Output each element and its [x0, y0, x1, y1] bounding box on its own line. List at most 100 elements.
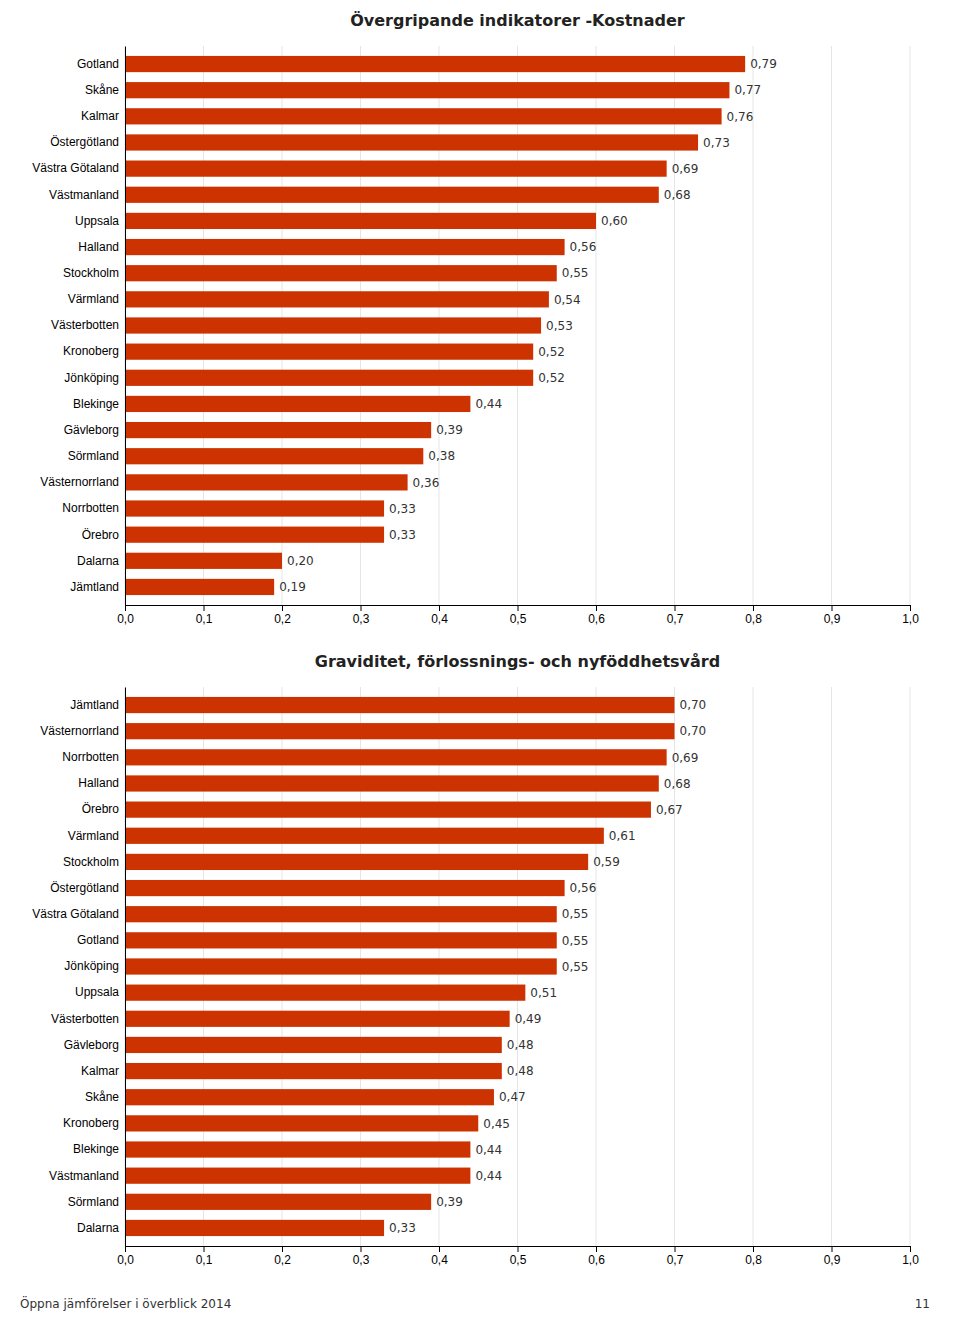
tick: 0,8 — [745, 1246, 762, 1267]
tick: 0,0 — [117, 605, 134, 626]
data-label: 0,73 — [703, 136, 730, 150]
tick-label: 0,6 — [588, 612, 605, 626]
chart-container: 0,00,10,20,30,40,50,60,70,80,91,0Gotland… — [0, 0, 960, 1322]
tick-label: Västernorrland — [40, 475, 119, 489]
tick: Östergötland — [50, 881, 125, 895]
bar — [125, 1220, 384, 1236]
data-label: 0,48 — [507, 1038, 534, 1052]
data-label: 0,76 — [727, 110, 754, 124]
tick: Örebro — [82, 802, 125, 816]
tick: Kalmar — [81, 1064, 125, 1078]
tick-label: Halland — [78, 776, 119, 790]
tick: Västernorrland — [40, 475, 125, 489]
tick-mark — [518, 605, 519, 611]
tick: Örebro — [82, 528, 125, 542]
tick-label: 0,0 — [117, 612, 134, 626]
data-label: 0,48 — [507, 1064, 534, 1078]
data-labels: 0,700,700,690,680,670,610,590,560,550,55… — [389, 698, 706, 1235]
data-label: 0,69 — [672, 162, 699, 176]
tick-label: Kalmar — [81, 1064, 119, 1078]
tick-label: Värmland — [68, 829, 119, 843]
grid-line — [674, 46, 675, 605]
tick: Jämtland — [70, 580, 125, 594]
data-label: 0,59 — [593, 855, 620, 869]
bar — [125, 697, 675, 713]
chart-title: Övergripande indikatorer -Kostnader — [350, 11, 685, 30]
tick-label: Sörmland — [68, 449, 119, 463]
tick: Skåne — [85, 1090, 125, 1104]
bar — [125, 775, 659, 791]
data-label: 0,70 — [680, 724, 707, 738]
tick: 0,1 — [196, 1246, 213, 1267]
tick-label: 1,0 — [902, 1253, 919, 1267]
tick-label: Norrbotten — [62, 501, 119, 515]
tick-label: 0,7 — [667, 1253, 684, 1267]
tick-label: Uppsala — [75, 985, 119, 999]
y-axis: JämtlandVästernorrlandNorrbottenHallandÖ… — [32, 688, 125, 1247]
tick-mark — [675, 605, 676, 611]
tick: 0,4 — [431, 605, 448, 626]
tick-mark — [439, 1246, 440, 1252]
bar — [125, 1089, 494, 1105]
tick-mark — [753, 1246, 754, 1252]
tick-label: Blekinge — [73, 1142, 119, 1156]
tick-label: Örebro — [82, 802, 120, 816]
tick: 1,0 — [902, 1246, 919, 1267]
grid-line — [831, 46, 832, 605]
axis-domain — [126, 1247, 911, 1253]
bar — [125, 1115, 478, 1131]
grid-line — [831, 687, 832, 1246]
tick-mark — [596, 1246, 597, 1252]
y-axis: GotlandSkåneKalmarÖstergötlandVästra Göt… — [32, 47, 125, 606]
data-label: 0,47 — [499, 1090, 526, 1104]
bar — [125, 1063, 502, 1079]
chart: 0,00,10,20,30,40,50,60,70,80,91,0Jämtlan… — [32, 652, 919, 1267]
tick-label: Gävleborg — [64, 423, 119, 437]
data-label: 0,33 — [389, 528, 416, 542]
plot: 0,00,10,20,30,40,50,60,70,80,91,0Gotland… — [32, 46, 919, 626]
tick: Kronoberg — [63, 1116, 125, 1130]
tick-label: Sörmland — [68, 1195, 119, 1209]
tick: 0,5 — [510, 605, 527, 626]
tick-label: 0,3 — [353, 612, 370, 626]
tick: 0,1 — [196, 605, 213, 626]
tick: 0,7 — [667, 1246, 684, 1267]
tick-label: Norrbotten — [62, 750, 119, 764]
tick: 0,4 — [431, 1246, 448, 1267]
tick: Stockholm — [63, 266, 125, 280]
bars — [125, 697, 675, 1236]
tick-label: Jämtland — [70, 580, 119, 594]
tick-mark — [753, 605, 754, 611]
tick: Sörmland — [68, 449, 125, 463]
data-label: 0,44 — [475, 1169, 502, 1183]
tick: 0,0 — [117, 1246, 134, 1267]
tick-label: Gävleborg — [64, 1038, 119, 1052]
bar — [125, 527, 384, 543]
bar — [125, 265, 557, 281]
tick-label: Jönköping — [64, 371, 119, 385]
tick: Jönköping — [64, 371, 125, 385]
tick: 0,2 — [274, 1246, 291, 1267]
tick-label: Gotland — [77, 933, 119, 947]
bar — [125, 1037, 502, 1053]
tick: Gotland — [77, 57, 125, 71]
tick: Halland — [78, 776, 125, 790]
tick-label: Halland — [78, 240, 119, 254]
bar — [125, 906, 557, 922]
tick: Dalarna — [77, 554, 125, 568]
footer: Öppna jämförelser i överblick 201411 — [20, 1295, 930, 1311]
data-label: 0,60 — [601, 214, 628, 228]
annotation: Öppna jämförelser i överblick 2014 — [20, 1295, 231, 1311]
tick-mark — [910, 605, 911, 611]
grid-line — [596, 687, 597, 1246]
tick-label: Örebro — [82, 528, 120, 542]
tick: Västerbotten — [51, 1012, 125, 1026]
tick: Värmland — [68, 292, 125, 306]
tick-label: Jönköping — [64, 959, 119, 973]
tick: 0,3 — [353, 605, 370, 626]
tick-label: 0,6 — [588, 1253, 605, 1267]
tick: Gotland — [77, 933, 125, 947]
tick: Gävleborg — [64, 423, 125, 437]
data-label: 0,33 — [389, 1221, 416, 1235]
bar — [125, 396, 470, 412]
